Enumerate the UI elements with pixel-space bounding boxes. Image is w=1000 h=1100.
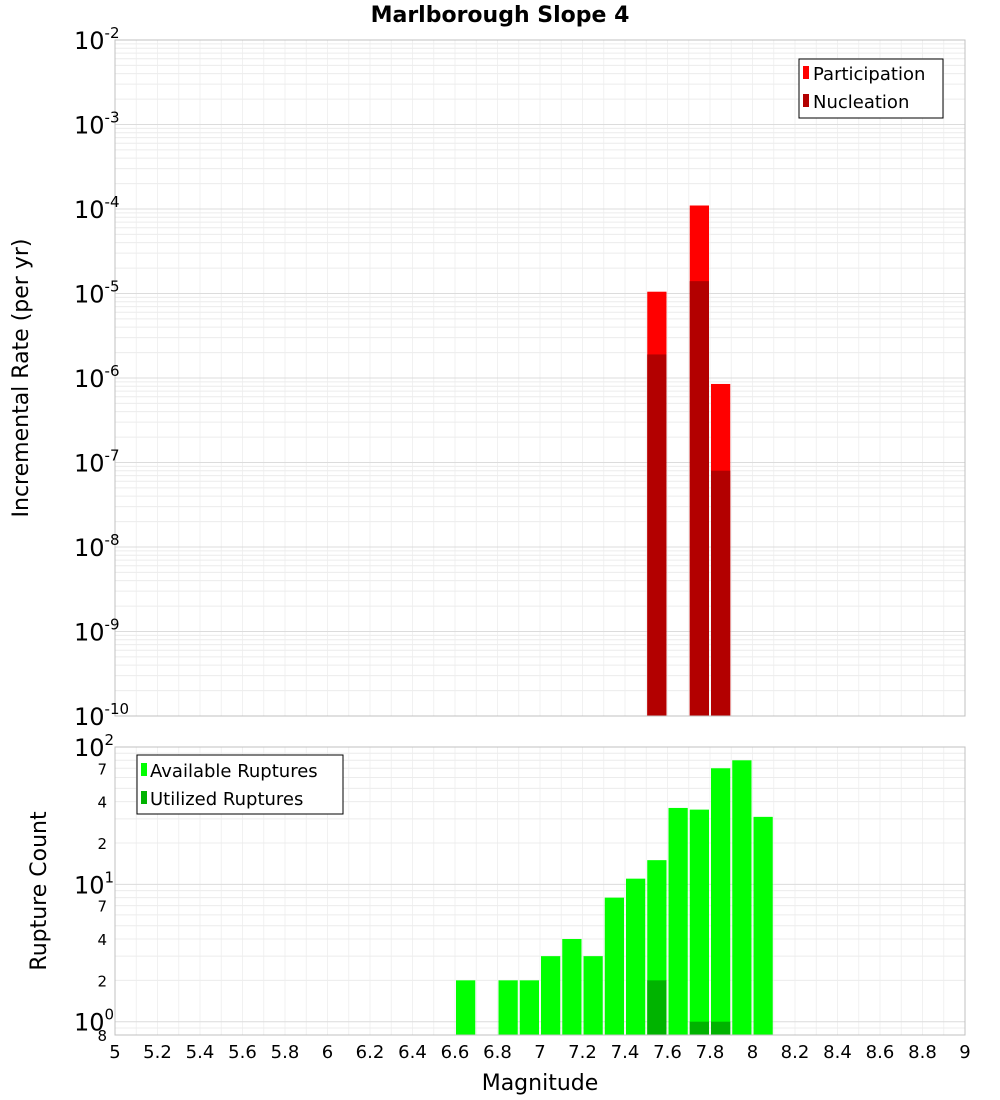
top-panel: 10-10 10-9 10-8 10-7 10-6 10-5 10-4 10-3 10-2 In…	[9, 24, 966, 731]
x-tick-label-7-4: 7.4	[611, 1042, 640, 1063]
bar-nucleation-7.55	[647, 354, 667, 716]
bar-nucleation-7.75	[689, 281, 709, 716]
bar-available-ruptures-6.85	[498, 980, 518, 1035]
legend-swatch-utilized-ruptures	[141, 791, 147, 804]
x-tick-label-7-2: 7.2	[568, 1042, 597, 1063]
x-tick-label-7-8: 7.8	[696, 1042, 725, 1063]
y-tick-label-top-1: 10-9	[74, 616, 120, 647]
top-y-axis-label: Incremental Rate (per yr)	[9, 239, 34, 518]
y-tick-label-top-8: 10-2	[74, 24, 120, 55]
y-tick-label-top-7: 10-3	[74, 109, 120, 140]
top-legend: Participation Nucleation	[798, 58, 944, 119]
bar-available-ruptures-7.75	[689, 809, 709, 1035]
bar-available-ruptures-7.45	[626, 878, 646, 1035]
x-tick-label-5-8: 5.8	[271, 1042, 300, 1063]
bottom-legend-box	[136, 754, 344, 815]
y-tick-label-top-4: 10-6	[74, 362, 120, 393]
x-tick-label-7: 7	[534, 1042, 545, 1063]
x-tick-label-9: 9	[959, 1042, 970, 1063]
y-tick-label-bottom-0: 100	[74, 1006, 114, 1037]
legend-label-participation: Participation	[813, 64, 925, 85]
y-minor-tick-label: 2	[97, 972, 107, 990]
y-minor-tick-label: 4	[97, 931, 107, 949]
bar-available-ruptures-7.35	[604, 897, 624, 1035]
bar-available-ruptures-6.65	[456, 980, 476, 1035]
legend-label-nucleation: Nucleation	[813, 92, 909, 113]
x-tick-label-5-6: 5.6	[228, 1042, 257, 1063]
top-legend-box	[798, 58, 944, 119]
top-y-ticks: 10-10 10-9 10-8 10-7 10-6 10-5 10-4 10-3 10-2	[74, 24, 129, 731]
bar-available-ruptures-7.65	[668, 807, 688, 1035]
y-minor-tick-label: 4	[97, 794, 107, 812]
y-minor-tick-label: 7	[97, 898, 107, 916]
bottom-legend: Available Ruptures Utilized Ruptures	[136, 754, 344, 815]
y-tick-label-top-0: 10-10	[74, 700, 129, 731]
legend-label-available-ruptures: Available Ruptures	[150, 761, 318, 782]
bar-available-ruptures-7.95	[732, 760, 752, 1035]
y-tick-label-top-5: 10-5	[74, 278, 120, 309]
legend-swatch-participation	[803, 66, 809, 79]
top-plot-border	[114, 39, 966, 717]
y-tick-label-bottom-1: 101	[74, 868, 114, 899]
y-minor-tick-label: 8	[97, 1027, 107, 1045]
x-tick-label-8-6: 8.6	[866, 1042, 895, 1063]
legend-label-utilized-ruptures: Utilized Ruptures	[150, 789, 303, 810]
bar-utilized-ruptures-7.75	[689, 1021, 709, 1035]
bottom-y-ticks: 100 101 102 8 2 4 7 2 4 7	[74, 731, 114, 1045]
bottom-panel: 100 101 102 8 2 4 7 2 4 7 5 5.2 5.4 5.6 5.8 6 6.2 6.4 6.6…	[27, 731, 971, 1096]
x-tick-label-5-2: 5.2	[143, 1042, 172, 1063]
x-tick-label-5: 5	[109, 1042, 120, 1063]
x-tick-label-8-4: 8.4	[823, 1042, 852, 1063]
x-tick-label-8: 8	[747, 1042, 758, 1063]
x-tick-label-6: 6	[322, 1042, 333, 1063]
x-tick-label-5-4: 5.4	[186, 1042, 215, 1063]
x-tick-label-6-6: 6.6	[441, 1042, 470, 1063]
x-axis-label: Magnitude	[482, 1071, 599, 1096]
y-tick-label-top-2: 10-8	[74, 531, 120, 562]
top-grid	[114, 40, 966, 717]
x-ticks: 5 5.2 5.4 5.6 5.8 6 6.2 6.4 6.6 6.8 7 7.2 7.4 7.6 7.8 8…	[109, 1042, 970, 1063]
x-tick-label-6-4: 6.4	[398, 1042, 427, 1063]
x-tick-label-8-2: 8.2	[781, 1042, 810, 1063]
x-tick-label-8-8: 8.8	[908, 1042, 937, 1063]
top-bars	[647, 205, 731, 716]
y-tick-label-bottom-2: 102	[74, 731, 114, 762]
bottom-y-axis-label: Rupture Count	[27, 811, 52, 971]
chart-title: Marlborough Slope 4	[371, 3, 630, 28]
legend-swatch-nucleation	[803, 94, 809, 107]
bar-available-ruptures-7.25	[583, 956, 603, 1035]
bar-available-ruptures-6.95	[519, 980, 539, 1035]
legend-swatch-available-ruptures	[141, 763, 147, 776]
bottom-bars	[456, 760, 773, 1035]
bar-nucleation-7.85	[711, 470, 731, 716]
x-tick-label-7-6: 7.6	[653, 1042, 682, 1063]
bottom-plot-border	[114, 746, 966, 1036]
bar-available-ruptures-7.05	[541, 956, 561, 1035]
bar-available-ruptures-8.05	[753, 816, 773, 1035]
y-minor-tick-label: 2	[97, 835, 107, 853]
y-minor-tick-label: 7	[97, 760, 107, 778]
x-tick-label-6-8: 6.8	[483, 1042, 512, 1063]
bar-utilized-ruptures-7.85	[711, 1021, 731, 1035]
bar-utilized-ruptures-7.55	[647, 980, 667, 1035]
x-tick-label-6-2: 6.2	[356, 1042, 385, 1063]
bar-available-ruptures-7.15	[562, 939, 582, 1035]
bar-available-ruptures-7.85	[711, 768, 731, 1035]
y-tick-label-top-3: 10-7	[74, 447, 120, 478]
y-tick-label-top-6: 10-4	[74, 193, 120, 224]
